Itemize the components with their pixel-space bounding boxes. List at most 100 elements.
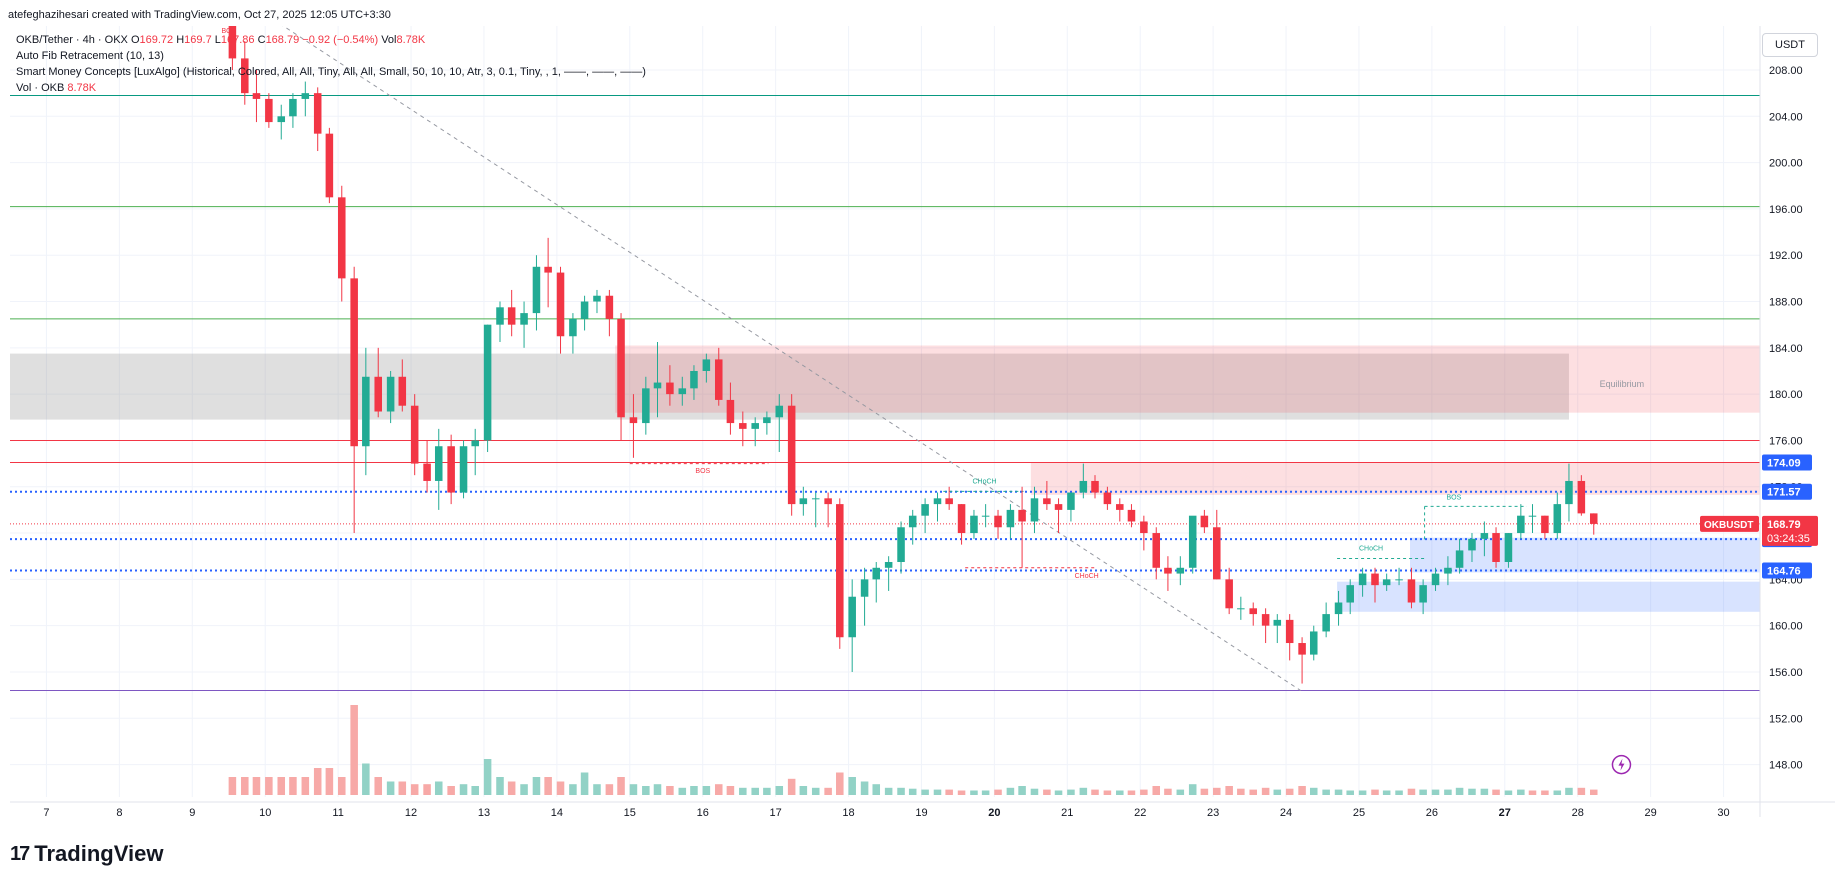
candle (1273, 619, 1282, 626)
x-tick-label: 14 (551, 807, 563, 819)
y-tick-label: 196.00 (1769, 204, 1803, 216)
currency-button[interactable]: USDT (1762, 33, 1818, 57)
candle (739, 423, 747, 429)
candle (605, 295, 614, 319)
candle (1553, 504, 1562, 534)
volume-bar (313, 768, 322, 795)
candle (1334, 602, 1343, 615)
candle (459, 446, 468, 493)
volume-bar (824, 787, 832, 795)
candle (386, 376, 395, 412)
candle (1382, 579, 1391, 586)
volume-bar (714, 784, 723, 795)
y-tick-label: 152.00 (1769, 713, 1803, 725)
volume-bar (350, 705, 358, 795)
legend-indicator-volume[interactable]: Vol · OKB 8.78K (16, 80, 646, 96)
candle (921, 504, 929, 516)
tradingview-footer[interactable]: 17 TradingView (10, 841, 163, 867)
structure-label: CHoCH (1075, 573, 1099, 580)
legend-vol-label: Vol (381, 34, 397, 46)
volume-bar (1140, 789, 1148, 795)
candle (1285, 619, 1294, 644)
x-tick-label: 29 (1645, 807, 1657, 819)
x-tick-label: 27 (1499, 807, 1511, 819)
replay-icon-bolt (1618, 758, 1625, 771)
candle (1395, 579, 1403, 581)
candle (252, 93, 261, 99)
candle (1261, 614, 1270, 626)
candle (860, 579, 869, 597)
candle (1067, 492, 1075, 510)
candle (1444, 567, 1452, 574)
candle (1225, 579, 1233, 609)
volume-bar (1309, 787, 1318, 795)
legend-indicator-smc[interactable]: Smart Money Concepts [LuxAlgo] (Historic… (16, 66, 646, 78)
y-tick-label: 208.00 (1769, 65, 1803, 77)
candle (799, 498, 808, 505)
candle (241, 58, 249, 94)
volume-bar (1419, 789, 1427, 795)
volume-bar (1237, 788, 1245, 795)
candle (945, 498, 953, 505)
zone-blue (1337, 581, 1760, 612)
legend-vol: 8.78K (396, 34, 426, 46)
volume-bar (1261, 787, 1270, 795)
legend-indicator-fib[interactable]: Auto Fib Retracement (10, 13) (16, 50, 164, 62)
volume-bar (1444, 789, 1452, 795)
volume-bar (1200, 788, 1209, 795)
legend-symbol[interactable]: OKB/Tether · 4h · OKX (16, 34, 128, 46)
x-tick-label: 13 (478, 807, 490, 819)
candle (1091, 480, 1099, 493)
candle (423, 463, 431, 481)
volume-bar (1273, 789, 1282, 795)
legend-open: 169.72 (139, 34, 174, 46)
volume-bar (1371, 789, 1379, 795)
volume-bar (1517, 789, 1525, 795)
volume-bar (386, 781, 395, 795)
x-tick-label: 17 (770, 807, 782, 819)
candle (228, 26, 237, 59)
candle (1528, 515, 1537, 517)
volume-bar (362, 763, 370, 795)
volume-bar (252, 777, 261, 795)
y-tick-label: 200.00 (1769, 158, 1803, 170)
volume-bar (1577, 787, 1586, 795)
volume-bar (434, 781, 443, 795)
volume-bar (1407, 788, 1416, 795)
volume-bar (398, 781, 407, 795)
candle (1043, 498, 1051, 505)
volume-bar (289, 777, 297, 795)
candle (1140, 521, 1148, 534)
price-badge-text: 174.09 (1767, 458, 1801, 470)
last-price-text: 168.79 (1767, 519, 1801, 531)
candle (617, 318, 625, 418)
chart-canvas[interactable]: EquilibriumBOSBOSCHoCHCHoCHCHoCHBOS148.0… (0, 0, 1835, 840)
volume-bar (666, 786, 674, 795)
volume-bar (459, 784, 468, 795)
candle (1116, 504, 1124, 510)
volume-bar (1176, 789, 1185, 795)
candle (1164, 567, 1172, 574)
candle (1577, 480, 1586, 514)
candle (520, 313, 528, 325)
volume-bar (556, 781, 565, 795)
volume-bar (1006, 787, 1015, 795)
volume-bar (483, 759, 492, 795)
candle (1079, 480, 1088, 493)
volume-bar (1152, 786, 1161, 795)
volume-bar (593, 784, 601, 795)
volume-bar (836, 772, 844, 795)
candle (811, 498, 820, 500)
y-tick-label: 184.00 (1769, 343, 1803, 355)
volume-bar (763, 787, 771, 795)
x-tick-label: 12 (405, 807, 417, 819)
y-tick-label: 176.00 (1769, 435, 1803, 447)
volume-bar (532, 777, 541, 795)
candle (507, 307, 516, 325)
volume-bar (726, 786, 735, 795)
candle (1200, 515, 1209, 528)
volume-bar (580, 772, 589, 795)
candle (325, 133, 334, 198)
candle (1431, 573, 1440, 586)
y-tick-label: 160.00 (1769, 621, 1803, 633)
